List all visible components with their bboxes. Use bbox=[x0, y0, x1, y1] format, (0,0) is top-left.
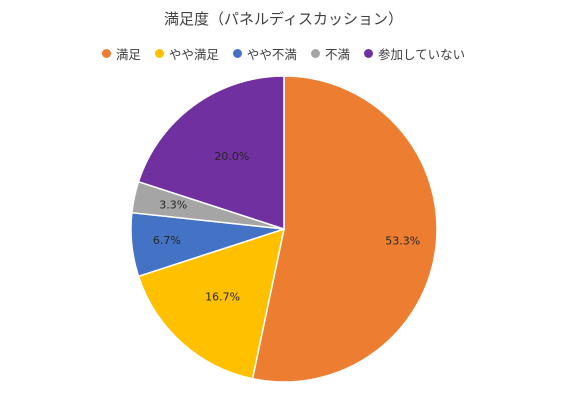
legend: 満足 やや満足 やや不満 不満 参加していない bbox=[0, 44, 567, 63]
pie-slice-somewhat-satisfied bbox=[137, 227, 286, 380]
legend-label-somewhat-satisfied: やや満足 bbox=[168, 47, 219, 62]
data-label-satisfied: 53.3% bbox=[385, 234, 420, 247]
legend-item-dissatisfied: 不満 bbox=[310, 44, 350, 63]
pie-slice-not-participated bbox=[137, 75, 285, 231]
legend-swatch-dissatisfied bbox=[310, 49, 320, 58]
data-label-dissatisfied: 3.3% bbox=[159, 198, 187, 211]
legend-item-somewhat-satisfied: やや満足 bbox=[154, 44, 219, 63]
data-label-not-participated: 20.0% bbox=[214, 150, 249, 163]
legend-swatch-satisfied bbox=[101, 49, 111, 58]
pie-slice-satisfied bbox=[251, 75, 438, 383]
data-label-somewhat-dissatisfied: 6.7% bbox=[153, 234, 181, 247]
legend-label-dissatisfied: 不満 bbox=[324, 47, 350, 62]
legend-swatch-not-participated bbox=[363, 49, 373, 58]
data-label-somewhat-satisfied: 16.7% bbox=[205, 290, 240, 303]
chart-title: 満足度（パネルディスカッション） bbox=[164, 10, 403, 28]
legend-swatch-somewhat-satisfied bbox=[154, 49, 164, 58]
legend-label-not-participated: 参加していない bbox=[377, 47, 466, 62]
legend-swatch-somewhat-dissatisfied bbox=[232, 49, 242, 58]
legend-item-somewhat-dissatisfied: やや不満 bbox=[232, 44, 297, 63]
legend-label-somewhat-dissatisfied: やや不満 bbox=[246, 47, 297, 62]
legend-item-not-participated: 参加していない bbox=[363, 44, 466, 63]
legend-item-satisfied: 満足 bbox=[101, 44, 141, 63]
legend-label-satisfied: 満足 bbox=[115, 47, 141, 62]
